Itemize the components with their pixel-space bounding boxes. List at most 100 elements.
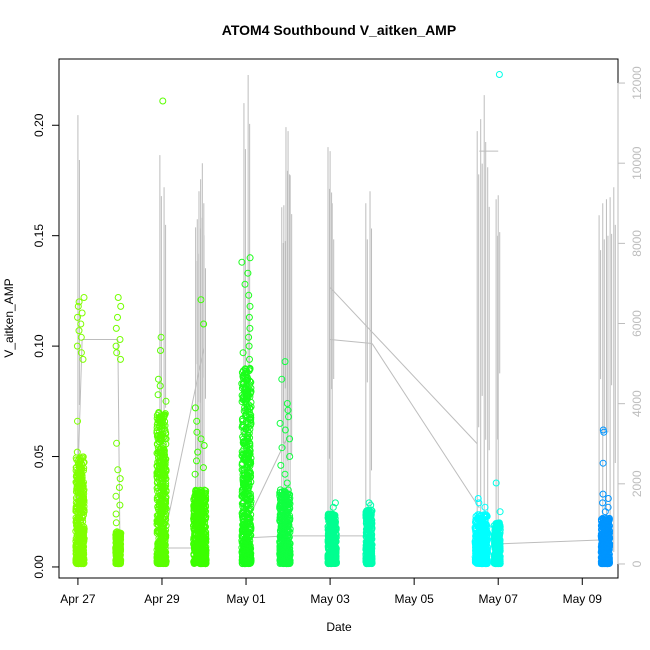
data-point (330, 559, 338, 567)
data-point (245, 504, 253, 512)
data-point (243, 449, 251, 457)
data-point (329, 520, 337, 528)
data-point-outlier (116, 475, 124, 483)
data-point (193, 487, 201, 495)
x-axis-label: Date (326, 620, 352, 634)
data-point-outlier (112, 510, 120, 518)
data-point-outlier (241, 280, 249, 288)
data-point-outlier (495, 71, 503, 78)
data-point-outlier (200, 320, 208, 328)
data-point (162, 487, 170, 494)
data-point (112, 535, 120, 543)
data-point (162, 553, 170, 561)
data-point (72, 540, 80, 548)
data-point (332, 546, 340, 554)
data-point (73, 532, 81, 539)
data-point-outlier (281, 470, 289, 478)
data-point (73, 516, 80, 524)
data-point (153, 527, 161, 535)
right-series-connection (498, 539, 604, 545)
data-point-outlier (112, 492, 120, 500)
data-point (280, 553, 288, 561)
data-point-outlier (246, 254, 254, 262)
data-point (153, 462, 161, 470)
data-point (154, 517, 162, 525)
data-point (242, 383, 250, 391)
data-point (246, 377, 253, 385)
data-point (157, 458, 165, 466)
data-point (329, 527, 337, 535)
data-point-outlier (73, 448, 81, 456)
data-point-outlier (77, 333, 85, 341)
data-point-outlier (191, 404, 199, 412)
data-point (201, 503, 209, 511)
y-right-tick-label: 8000 (630, 230, 644, 257)
data-point (244, 545, 252, 553)
data-point (193, 516, 201, 524)
data-point (80, 535, 88, 543)
data-point (240, 518, 248, 526)
data-point (115, 529, 123, 537)
data-point (239, 367, 247, 375)
data-point (329, 530, 337, 538)
data-point-outlier (154, 391, 162, 399)
data-point-outlier (114, 313, 121, 321)
data-point (240, 508, 248, 516)
data-point (75, 507, 83, 515)
data-point (73, 485, 81, 493)
data-point (79, 525, 87, 533)
data-point-outlier (283, 400, 291, 407)
data-point (154, 540, 162, 548)
data-point (159, 458, 167, 466)
data-point-outlier (74, 313, 81, 321)
data-point-outlier (281, 426, 289, 434)
data-point (76, 458, 84, 466)
data-point (76, 478, 84, 486)
data-point (153, 473, 161, 481)
data-point (200, 522, 208, 530)
data-point (153, 494, 161, 502)
data-point (245, 514, 253, 522)
data-point (157, 447, 165, 455)
y-tick-label: 0.10 (32, 334, 46, 358)
data-point (162, 479, 170, 487)
data-point-outlier (245, 342, 253, 350)
right-series-connection (330, 339, 373, 345)
data-point-outlier (113, 349, 121, 357)
data-point-outlier (277, 461, 285, 469)
data-point (190, 526, 198, 534)
data-point-outlier (116, 501, 124, 509)
data-point (282, 506, 290, 514)
data-point-outlier (193, 417, 201, 425)
data-point (240, 476, 248, 484)
data-point (244, 456, 252, 464)
data-point-outlier (116, 336, 124, 343)
data-point (193, 520, 201, 528)
data-point (240, 381, 248, 388)
data-point-outlier (193, 428, 201, 436)
data-point (157, 510, 165, 517)
data-point-outlier (75, 298, 83, 306)
data-point-outlier (239, 349, 247, 357)
data-point-outlier (197, 296, 205, 304)
data-point (112, 552, 120, 560)
data-point-outlier (157, 333, 165, 341)
y-right-tick-label: 12000 (630, 66, 644, 100)
data-point (75, 494, 83, 502)
data-point (162, 516, 170, 523)
data-point (239, 396, 247, 404)
data-point (242, 373, 250, 381)
data-point (245, 461, 252, 469)
data-point (246, 364, 254, 372)
data-point (161, 518, 169, 526)
data-point (74, 517, 82, 525)
data-point (162, 510, 170, 518)
data-point (198, 509, 205, 517)
data-point-outlier (199, 464, 207, 472)
data-point-outlier (246, 324, 254, 332)
data-point (192, 535, 200, 543)
data-point-outlier (77, 320, 85, 328)
data-point-outlier (244, 269, 252, 277)
data-point (161, 483, 169, 491)
data-point (327, 555, 334, 563)
